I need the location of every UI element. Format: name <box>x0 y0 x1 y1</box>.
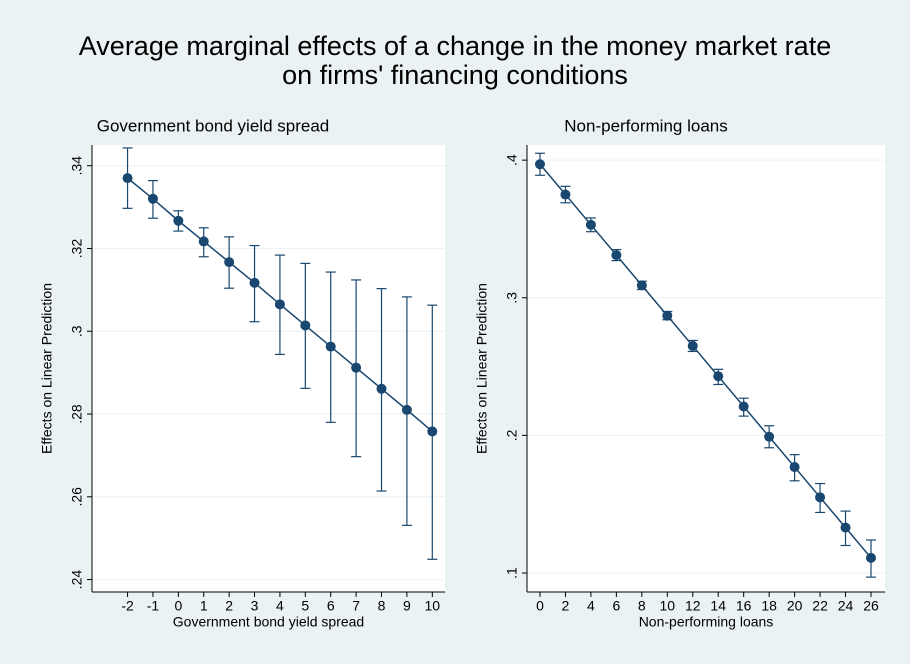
x-tick-label: 18 <box>761 598 777 614</box>
subtitle: Government bond yield spread <box>97 116 329 135</box>
y-tick-label: .2 <box>504 429 520 441</box>
marker <box>840 522 851 533</box>
marker <box>636 280 647 291</box>
marker <box>401 404 412 415</box>
x-tick-label: 8 <box>638 598 646 614</box>
subtitle: Non-performing loans <box>564 116 727 135</box>
line <box>539 163 872 559</box>
x-tick-label: 20 <box>787 598 803 614</box>
x-tick-label: 5 <box>301 598 309 614</box>
marker <box>198 236 209 247</box>
x-tick-label: -1 <box>147 598 160 614</box>
y-tick-label: .3 <box>69 325 85 337</box>
x-tick-label: 6 <box>327 598 335 614</box>
marker <box>224 257 235 268</box>
x-tick-label: 9 <box>403 598 411 614</box>
marker <box>662 310 673 321</box>
x-tick-label: 14 <box>710 598 726 614</box>
chart-title: on firms' financing conditions <box>282 60 628 90</box>
x-tick-label: 1 <box>200 598 208 614</box>
y-axis-title: Effects on Linear Prediction <box>39 283 55 454</box>
marker <box>122 173 133 184</box>
marker <box>789 462 800 473</box>
x-tick-label: 22 <box>812 598 828 614</box>
plot-area <box>92 145 445 592</box>
y-tick-label: .4 <box>504 154 520 166</box>
x-tick-label: 12 <box>685 598 701 614</box>
y-tick-label: .32 <box>69 239 85 259</box>
x-tick-label: 0 <box>174 598 182 614</box>
marker <box>274 299 285 310</box>
marker <box>611 250 622 261</box>
marker <box>147 193 158 204</box>
y-tick-label: .26 <box>69 487 85 507</box>
marker <box>427 426 438 437</box>
y-axis-title: Effects on Linear Prediction <box>474 283 490 454</box>
marker <box>687 340 698 351</box>
marker <box>560 189 571 200</box>
x-tick-label: 24 <box>838 598 854 614</box>
x-tick-label: 2 <box>225 598 233 614</box>
marker <box>249 277 260 288</box>
marker <box>713 371 724 382</box>
marker <box>325 341 336 352</box>
x-tick-label: 8 <box>378 598 386 614</box>
x-tick-label: 3 <box>251 598 259 614</box>
marker <box>376 383 387 394</box>
x-axis-title: Government bond yield spread <box>173 614 364 630</box>
x-tick-label: 10 <box>425 598 441 614</box>
y-tick-label: .34 <box>69 156 85 176</box>
marker <box>300 320 311 331</box>
y-tick-label: .28 <box>69 404 85 424</box>
y-tick-label: .24 <box>69 570 85 590</box>
x-tick-label: -2 <box>121 598 134 614</box>
x-tick-label: 0 <box>536 598 544 614</box>
x-tick-label: 2 <box>562 598 570 614</box>
marker <box>534 159 545 170</box>
x-tick-label: 4 <box>276 598 284 614</box>
y-tick-label: .1 <box>504 567 520 579</box>
x-tick-label: 10 <box>660 598 676 614</box>
marker <box>764 431 775 442</box>
y-tick-label: .3 <box>504 292 520 304</box>
x-tick-label: 7 <box>352 598 360 614</box>
marker <box>173 215 184 226</box>
marker <box>738 401 749 412</box>
chart-title: Average marginal effects of a change in … <box>79 31 831 61</box>
marker <box>815 492 826 503</box>
marker <box>585 219 596 230</box>
marker <box>351 362 362 373</box>
x-tick-label: 16 <box>736 598 752 614</box>
x-axis-title: Non-performing loans <box>639 614 774 630</box>
x-tick-label: 26 <box>863 598 879 614</box>
x-tick-label: 4 <box>587 598 595 614</box>
x-tick-label: 6 <box>612 598 620 614</box>
marker <box>865 552 876 563</box>
